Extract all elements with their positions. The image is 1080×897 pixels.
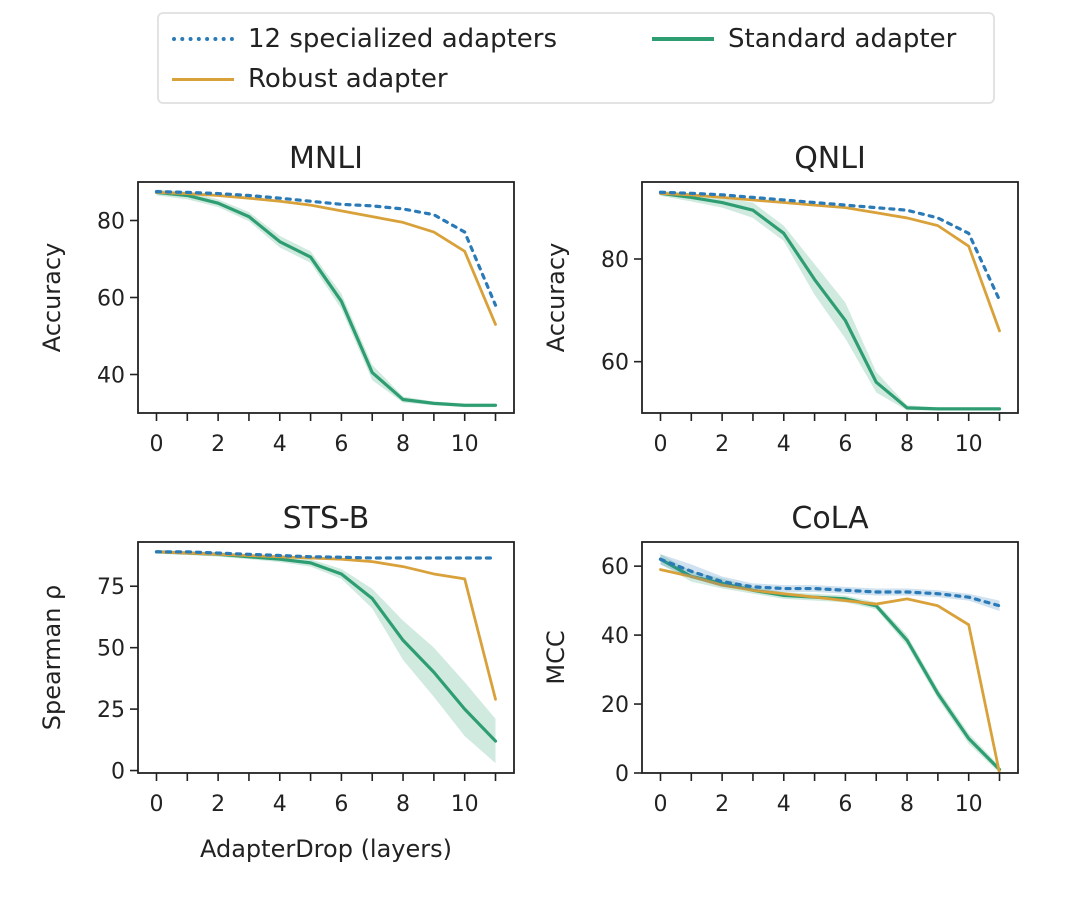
- y-tick-label-sts-b-0: 0: [111, 760, 125, 785]
- y-tick-label-mnli-80: 80: [97, 210, 125, 235]
- x-tick-label-sts-b-2: 2: [211, 792, 225, 817]
- panel-mnli: MNLI Accuracy 40 60 80 0 2 4 6 8 10: [38, 141, 515, 457]
- panel-title-qnli: QNLI: [794, 141, 866, 176]
- line-standard-adapter-sts-b: [154, 550, 498, 743]
- y-tick-label-cola-60: 60: [601, 555, 629, 580]
- x-tick-label-qnli-4: 4: [777, 432, 791, 457]
- plot-area-mnli: [154, 189, 498, 408]
- x-tick-label-cola-10: 10: [955, 792, 983, 817]
- x-tick-label-mnli-2: 2: [211, 432, 225, 457]
- axes-frame-qnli: [641, 181, 1019, 414]
- line-12-specialized-adapters-sts-b: [154, 550, 498, 560]
- x-tick-label-mnli-6: 6: [334, 432, 348, 457]
- plot-area-sts-b: [154, 549, 498, 764]
- axes-frame-sts-b: [137, 541, 515, 774]
- x-tick-label-mnli-8: 8: [396, 432, 410, 457]
- x-tick-label-qnli-2: 2: [715, 432, 729, 457]
- y-tick-label-sts-b-50: 50: [97, 637, 125, 662]
- line-robust-adapter-sts-b: [155, 550, 497, 701]
- line-robust-adapter-mnli: [155, 190, 497, 326]
- legend-swatch-specialized: [172, 37, 234, 41]
- band-12-specialized-adapters-cola: [660, 554, 1000, 611]
- panel-qnli: QNLI Accuracy 60 80 0 2 4 6 8 10: [542, 141, 1019, 457]
- x-tick-label-mnli-4: 4: [273, 432, 287, 457]
- y-tick-label-qnli-80: 80: [601, 248, 629, 273]
- legend-item-standard: Standard adapter: [652, 22, 956, 56]
- x-tick-label-qnli-8: 8: [900, 432, 914, 457]
- y-tick-label-sts-b-25: 25: [97, 698, 125, 723]
- y-tick-label-mnli-40: 40: [97, 364, 125, 389]
- y-axis-label-mnli: Accuracy: [38, 243, 66, 353]
- legend-item-robust: Robust adapter: [172, 62, 448, 96]
- x-tick-label-mnli-10: 10: [451, 432, 479, 457]
- axes-frame-cola: [641, 541, 1019, 774]
- y-tick-label-cola-20: 20: [601, 693, 629, 718]
- y-axis-label-cola: MCC: [542, 630, 570, 684]
- plot-area-cola: [658, 554, 1002, 773]
- y-tick-label-cola-40: 40: [601, 624, 629, 649]
- x-tick-label-sts-b-0: 0: [149, 792, 163, 817]
- band-standard-adapter-sts-b: [156, 549, 496, 764]
- line-robust-adapter-cola: [659, 568, 1001, 773]
- axes-frame-mnli: [137, 181, 515, 414]
- panel-title-mnli: MNLI: [289, 141, 363, 176]
- x-tick-label-cola-0: 0: [653, 792, 667, 817]
- y-tick-label-sts-b-75: 75: [97, 575, 125, 600]
- x-tick-label-cola-8: 8: [900, 792, 914, 817]
- x-tick-label-cola-2: 2: [715, 792, 729, 817]
- x-tick-label-mnli-0: 0: [149, 432, 163, 457]
- panel-title-sts-b: STS-B: [283, 501, 370, 536]
- x-tick-label-cola-6: 6: [838, 792, 852, 817]
- plot-area-qnli: [658, 190, 1002, 411]
- legend-item-specialized: 12 specialized adapters: [172, 22, 557, 56]
- line-12-specialized-adapters-mnli: [154, 190, 498, 307]
- x-tick-label-cola-4: 4: [777, 792, 791, 817]
- x-tick-label-qnli-10: 10: [955, 432, 983, 457]
- x-tick-label-sts-b-10: 10: [451, 792, 479, 817]
- x-axis-label-sts-b: AdapterDrop (layers): [200, 835, 452, 863]
- panel-title-cola: CoLA: [791, 501, 869, 536]
- legend-swatch-robust: [172, 77, 234, 81]
- y-tick-label-mnli-60: 60: [97, 287, 125, 312]
- x-tick-label-qnli-0: 0: [653, 432, 667, 457]
- legend-label-standard: Standard adapter: [728, 24, 957, 54]
- panel-cola: CoLA MCC 0 20 40 60 0 2 4 6 8 10: [542, 501, 1019, 817]
- legend-swatch-standard: [652, 37, 714, 41]
- line-12-specialized-adapters-cola: [658, 557, 1002, 608]
- x-tick-label-qnli-6: 6: [838, 432, 852, 457]
- line-standard-adapter-mnli: [154, 190, 498, 407]
- line-12-specialized-adapters-qnli: [658, 190, 1002, 302]
- y-tick-label-cola-0: 0: [615, 762, 629, 787]
- y-tick-label-qnli-60: 60: [601, 351, 629, 376]
- x-tick-label-sts-b-6: 6: [334, 792, 348, 817]
- line-robust-adapter-qnli: [659, 191, 1001, 333]
- line-standard-adapter-qnli: [658, 191, 1002, 411]
- panel-sts-b: STS-B Spearman ρ AdapterDrop (layers) 0 25 50…: [38, 501, 515, 863]
- y-axis-label-sts-b: Spearman ρ: [38, 585, 66, 731]
- x-tick-label-sts-b-8: 8: [396, 792, 410, 817]
- legend-label-robust: Robust adapter: [248, 64, 448, 94]
- x-tick-label-sts-b-4: 4: [273, 792, 287, 817]
- y-axis-label-qnli: Accuracy: [542, 243, 570, 353]
- legend: 12 specialized adapters Standard adapter…: [157, 12, 995, 104]
- legend-label-specialized: 12 specialized adapters: [248, 24, 558, 54]
